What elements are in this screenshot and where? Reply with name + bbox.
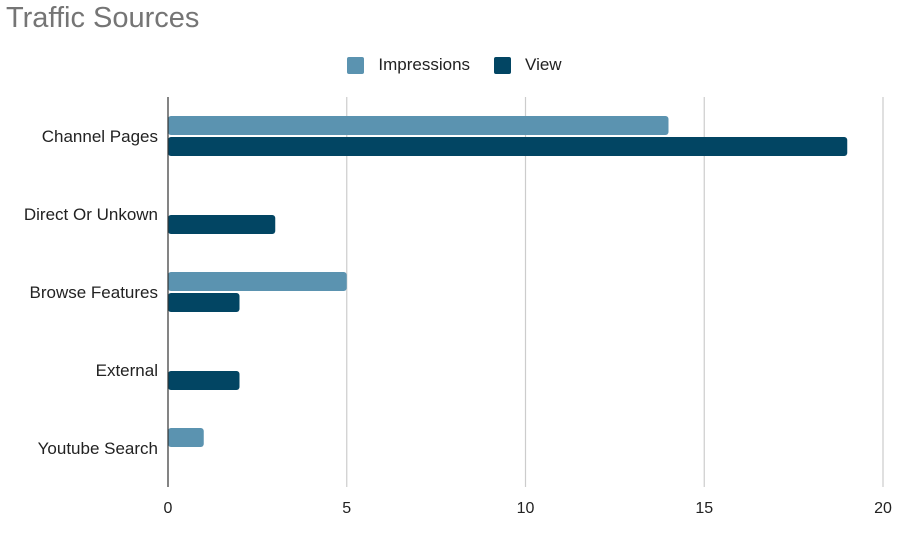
bar-view-direct-or-unkown [168,215,276,234]
bar-impressions-channel-pages [168,116,669,135]
y-category-label-youtube-search: Youtube Search [38,439,158,458]
legend-item-view[interactable]: View [494,55,562,75]
legend-label-view: View [525,55,562,74]
x-tick-label-0: 0 [164,500,173,517]
x-tick-label-20: 20 [874,500,892,517]
y-category-label-external: External [96,361,158,380]
x-tick-label-10: 10 [517,500,535,517]
y-category-label-channel-pages: Channel Pages [42,127,158,146]
bar-impressions-browse-features [168,272,347,291]
y-category-label-direct-or-unkown: Direct Or Unkown [24,205,158,224]
chart-legend: Impressions View [0,55,909,75]
x-tick-label-5: 5 [342,500,351,517]
y-category-label-browse-features: Browse Features [30,283,159,302]
bar-view-external [168,371,240,390]
x-tick-label-15: 15 [695,500,713,517]
legend-item-impressions[interactable]: Impressions [347,55,470,75]
legend-swatch-impressions [347,56,365,74]
legend-swatch-view [494,56,512,74]
chart-title: Traffic Sources [6,2,200,34]
bar-impressions-youtube-search [168,428,204,447]
bar-view-channel-pages [168,137,848,156]
bar-view-browse-features [168,293,240,312]
legend-label-impressions: Impressions [378,55,471,74]
